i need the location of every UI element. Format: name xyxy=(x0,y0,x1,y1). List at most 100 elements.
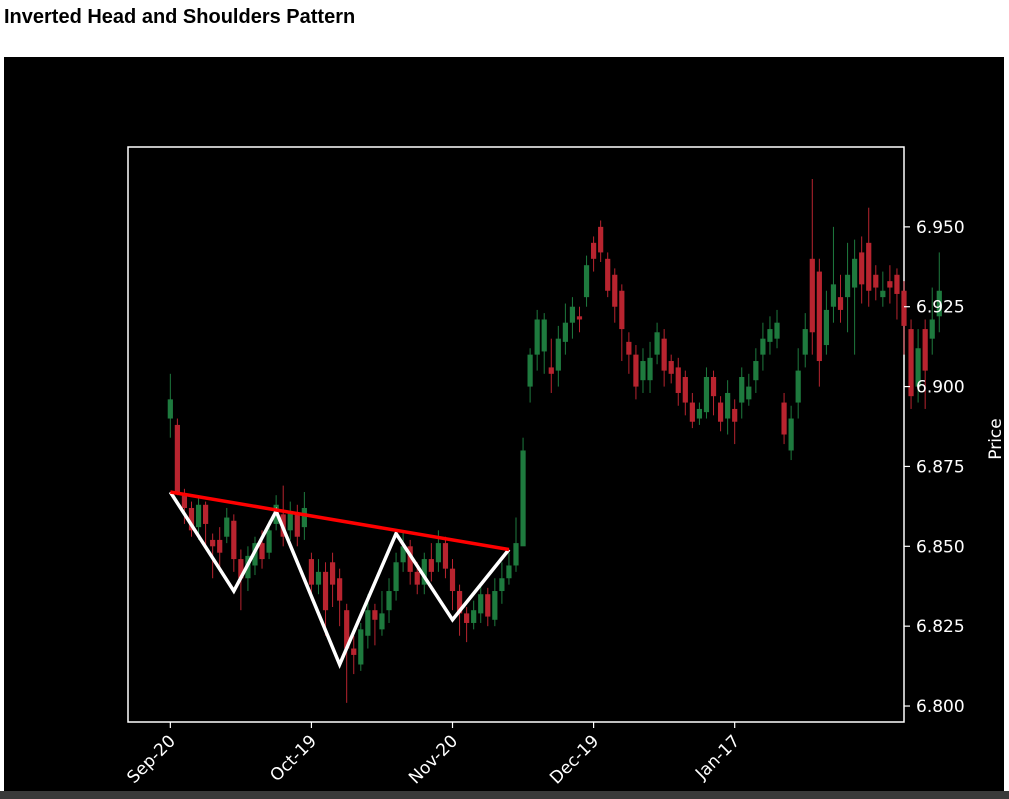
candle-body xyxy=(414,571,420,585)
candle-body xyxy=(527,354,533,387)
candle-body xyxy=(315,571,322,585)
candle-body xyxy=(936,290,942,317)
candle-body xyxy=(668,361,674,374)
candle-body xyxy=(626,341,632,355)
y-axis: 6.950 6.925 6.900 6.875 6.850 6.825 6.800 xyxy=(904,218,965,717)
candle-body xyxy=(386,591,392,611)
candle-body xyxy=(217,539,223,553)
candle-body xyxy=(619,290,625,330)
candle-body xyxy=(859,252,865,285)
candle-body xyxy=(809,258,815,333)
candle-body xyxy=(788,418,794,451)
candle-body xyxy=(266,530,272,553)
candle-body xyxy=(830,284,837,307)
candle-body xyxy=(753,361,759,381)
axes-frame xyxy=(127,146,905,723)
candle-body xyxy=(485,594,491,617)
x-tick-label: Sep-20 xyxy=(123,731,179,787)
candle-body xyxy=(774,322,780,339)
candle-body xyxy=(478,594,484,614)
candle-body xyxy=(647,357,653,381)
candle-body xyxy=(576,316,583,320)
candle-body xyxy=(499,578,505,592)
candle-body xyxy=(640,361,646,381)
candle-body xyxy=(739,377,745,403)
candle-body xyxy=(654,332,660,355)
candle-body xyxy=(471,610,477,623)
candle-body xyxy=(781,402,787,435)
candle-body xyxy=(612,274,618,307)
candle-body xyxy=(866,242,872,291)
candle-body xyxy=(682,377,688,403)
candle-body xyxy=(421,559,427,585)
candle-body xyxy=(442,543,449,569)
candle-body xyxy=(605,258,611,291)
candle-body xyxy=(717,402,724,422)
candle-body xyxy=(287,511,293,531)
candle-body xyxy=(351,648,357,655)
candle-body xyxy=(852,258,858,288)
candle-body xyxy=(562,322,568,342)
candle-body xyxy=(259,543,265,560)
candle-body xyxy=(816,271,822,362)
candle-body xyxy=(541,319,547,352)
x-tick-label: Nov-20 xyxy=(405,731,462,788)
candle-body xyxy=(203,504,209,524)
candle-body xyxy=(379,613,385,630)
candle-body xyxy=(696,408,703,419)
x-tick-label: Oct-19 xyxy=(266,731,321,786)
candlestick-chart: 6.950 6.925 6.900 6.875 6.850 6.825 6.800 Sep-… xyxy=(123,146,1004,788)
candle-body xyxy=(238,559,244,579)
candle-body xyxy=(428,559,434,572)
candle-body xyxy=(188,507,195,531)
candle-body xyxy=(633,354,639,387)
x-axis: Sep-20 Oct-19 Nov-20 Dec-19 Jan-17 xyxy=(123,722,744,788)
candle-body xyxy=(449,568,456,592)
x-tick-label: Jan-17 xyxy=(691,731,744,784)
candle-body xyxy=(167,399,173,419)
candle-body xyxy=(308,559,315,585)
candle-body xyxy=(760,338,766,355)
candle-body xyxy=(746,386,752,400)
candle-body xyxy=(407,546,413,572)
candle-body xyxy=(294,514,300,537)
neckline xyxy=(170,490,510,552)
candle-body xyxy=(675,367,681,393)
y-tick-label: 6.850 xyxy=(916,537,965,557)
candle-body xyxy=(908,329,914,397)
candle-body xyxy=(661,338,667,371)
candle-body xyxy=(802,329,808,355)
candle-body xyxy=(400,546,406,563)
candle-body xyxy=(195,504,202,528)
candle-body xyxy=(337,578,343,601)
candle-body xyxy=(795,370,801,403)
candle-body xyxy=(732,408,738,422)
candle-body xyxy=(456,591,463,614)
candle-body xyxy=(393,562,399,592)
candle-body xyxy=(703,377,710,413)
y-tick-label: 6.925 xyxy=(916,298,965,318)
candle-body xyxy=(710,377,717,397)
y-axis-label: Price xyxy=(986,418,1004,459)
bottom-scrollbar[interactable] xyxy=(0,791,1009,799)
candle-body xyxy=(210,539,216,547)
y-tick-label: 6.825 xyxy=(916,617,965,637)
candle-body xyxy=(534,319,540,355)
candle-body xyxy=(823,309,829,346)
candle-body xyxy=(915,348,921,387)
candle-body xyxy=(322,571,329,611)
candle-body xyxy=(435,543,441,563)
candle-body xyxy=(181,495,188,508)
candle-body xyxy=(887,281,893,288)
y-tick-label: 6.950 xyxy=(916,218,965,238)
candle-body xyxy=(301,507,307,528)
candle-body xyxy=(344,610,350,649)
candle-body xyxy=(555,338,561,371)
candle-body xyxy=(548,367,554,374)
candle-body xyxy=(837,297,844,310)
candle-body xyxy=(513,543,519,566)
page-title: Inverted Head and Shoulders Pattern xyxy=(4,6,356,28)
candle-body xyxy=(591,242,597,259)
candle-body xyxy=(224,517,230,537)
pattern-lines-layer xyxy=(168,490,511,669)
